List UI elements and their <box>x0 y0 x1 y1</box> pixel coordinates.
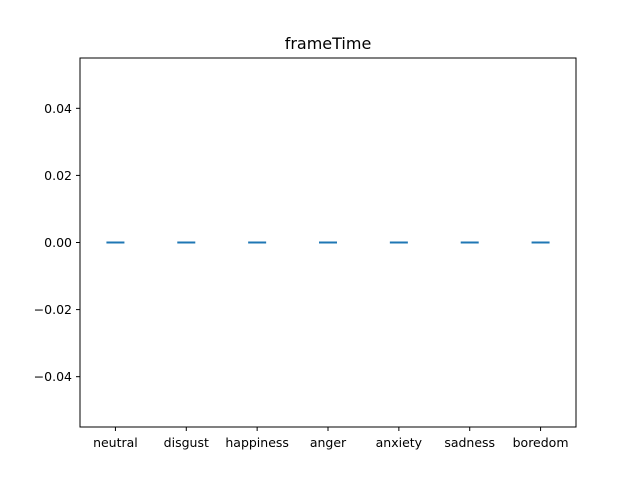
y-tick-label: 0.04 <box>44 101 72 116</box>
plot-area-frame <box>79 57 577 428</box>
y-tick-label: 0.02 <box>44 168 72 183</box>
x-tick-label-anxiety: anxiety <box>376 435 423 450</box>
x-tick-label-disgust: disgust <box>164 435 209 450</box>
y-axis: −0.04 −0.02 0.00 0.02 0.04 <box>34 101 80 384</box>
x-tick-label-boredom: boredom <box>513 435 569 450</box>
x-axis: neutral disgust happiness anger anxiety sadne… <box>93 427 569 450</box>
y-tick-label: −0.02 <box>34 302 72 317</box>
y-tick-label: 0.00 <box>44 235 72 250</box>
x-tick-label-neutral: neutral <box>93 435 138 450</box>
x-tick-label-sadness: sadness <box>444 435 495 450</box>
y-tick-label: −0.04 <box>34 369 72 384</box>
chart-title: frameTime <box>285 34 372 53</box>
x-tick-label-anger: anger <box>310 435 347 450</box>
x-tick-label-happiness: happiness <box>225 435 289 450</box>
